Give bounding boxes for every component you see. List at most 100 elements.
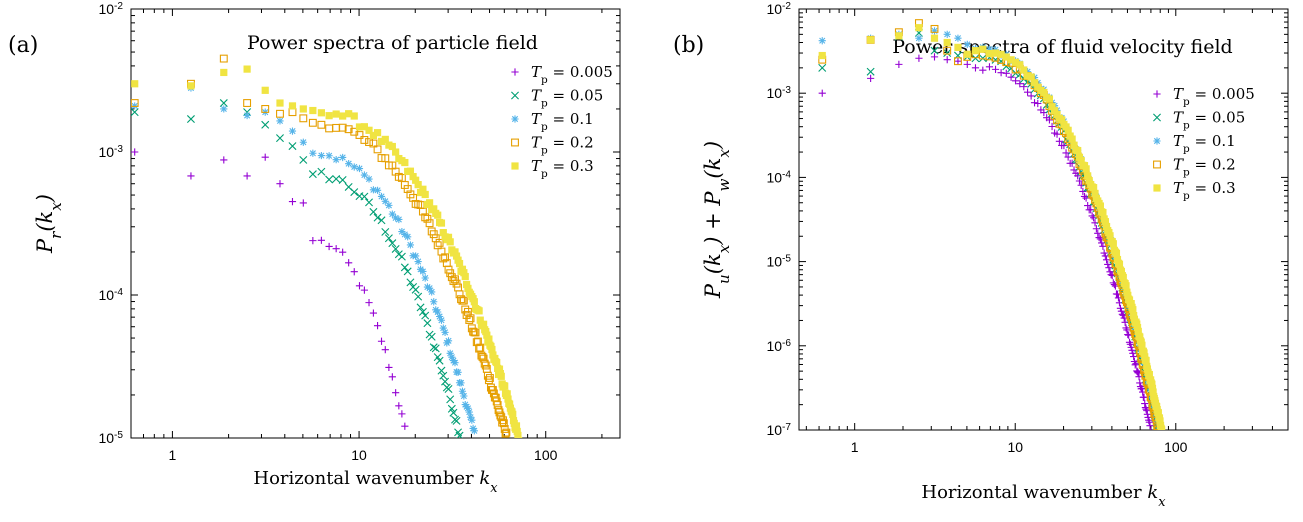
data-point [299, 105, 307, 113]
series-0_005 [131, 148, 409, 430]
data-point [1148, 380, 1156, 388]
data-point [385, 363, 393, 372]
data-point [480, 359, 489, 368]
data-point [1011, 77, 1020, 85]
data-point [509, 410, 517, 418]
data-point [1150, 427, 1152, 430]
data-point [1050, 107, 1059, 115]
data-point [867, 74, 875, 82]
data-point [466, 413, 475, 421]
data-point [401, 422, 409, 430]
data-point [1145, 370, 1153, 379]
data-point [416, 303, 425, 312]
data-point [461, 272, 469, 281]
data-point [1135, 373, 1143, 381]
series-0_3 [818, 24, 1166, 430]
data-point [434, 211, 442, 219]
data-point [243, 111, 251, 120]
data-point [332, 123, 341, 132]
data-point [355, 282, 364, 290]
data-point [483, 331, 491, 339]
legend-label: Tp = 0.3 [531, 157, 594, 180]
data-point [419, 267, 427, 276]
legend-marker [1153, 137, 1161, 145]
legend-marker [511, 162, 519, 170]
data-point [131, 108, 139, 117]
data-point [435, 238, 444, 247]
data-point [388, 142, 396, 151]
data-point [220, 156, 228, 164]
y-tick-label: 10-3 [98, 144, 123, 161]
data-point [991, 49, 1000, 57]
data-point [369, 131, 378, 140]
data-point [1124, 330, 1132, 339]
data-point [489, 389, 498, 398]
data-point [187, 82, 195, 90]
data-point [261, 105, 270, 113]
data-point [220, 68, 228, 77]
y-tick-label: 10-6 [766, 337, 791, 354]
data-point [317, 236, 325, 244]
data-point [943, 38, 951, 47]
legend-label: Tp = 0.05 [531, 87, 603, 110]
data-point [381, 135, 389, 143]
x-axis-label: Horizontal wavenumber kx [253, 468, 498, 496]
data-point [1095, 233, 1103, 242]
data-point [971, 47, 980, 55]
data-point [317, 151, 325, 160]
data-point [461, 400, 469, 409]
data-point [818, 51, 826, 60]
legend-label: Tp = 0.005 [1173, 85, 1255, 108]
data-point [1082, 165, 1090, 173]
data-point [1156, 417, 1164, 425]
data-point [469, 327, 478, 336]
data-point [350, 112, 358, 120]
data-point [1090, 184, 1098, 192]
data-point [1068, 135, 1076, 143]
series-0_05 [131, 99, 464, 438]
data-point [441, 328, 449, 336]
x-tick-label: 1 [169, 447, 177, 463]
data-point [465, 316, 474, 324]
data-point [1016, 61, 1024, 69]
data-point [503, 390, 511, 398]
data-point [452, 416, 461, 425]
data-point [309, 237, 317, 245]
data-point [1101, 252, 1109, 260]
data-point [309, 149, 317, 157]
data-point [325, 152, 333, 160]
legend-label: Tp = 0.1 [1173, 132, 1236, 155]
data-point [1132, 360, 1140, 368]
data-point [1118, 310, 1126, 318]
data-point [1102, 222, 1111, 231]
data-point [404, 233, 412, 241]
data-point [1136, 379, 1144, 387]
data-point [867, 36, 875, 44]
data-point [261, 120, 270, 129]
data-point [425, 219, 434, 228]
data-point [338, 123, 347, 132]
data-point [930, 27, 939, 35]
legend-marker [511, 91, 519, 100]
data-point [1127, 300, 1135, 308]
data-point [365, 175, 373, 183]
data-point [1138, 341, 1146, 349]
data-point [465, 408, 473, 416]
data-point [392, 389, 400, 397]
data-point [1094, 229, 1102, 237]
data-point [187, 172, 195, 180]
data-point [484, 376, 493, 385]
data-point [1053, 130, 1061, 138]
data-point [451, 359, 459, 367]
data-point [1070, 141, 1078, 149]
data-point [131, 148, 139, 156]
data-point [421, 213, 430, 222]
data-point [325, 175, 334, 184]
data-point [391, 244, 400, 253]
data-point [325, 242, 333, 251]
data-point [345, 110, 353, 118]
data-point [412, 252, 420, 260]
data-point [1087, 206, 1095, 214]
data-point [355, 164, 364, 173]
